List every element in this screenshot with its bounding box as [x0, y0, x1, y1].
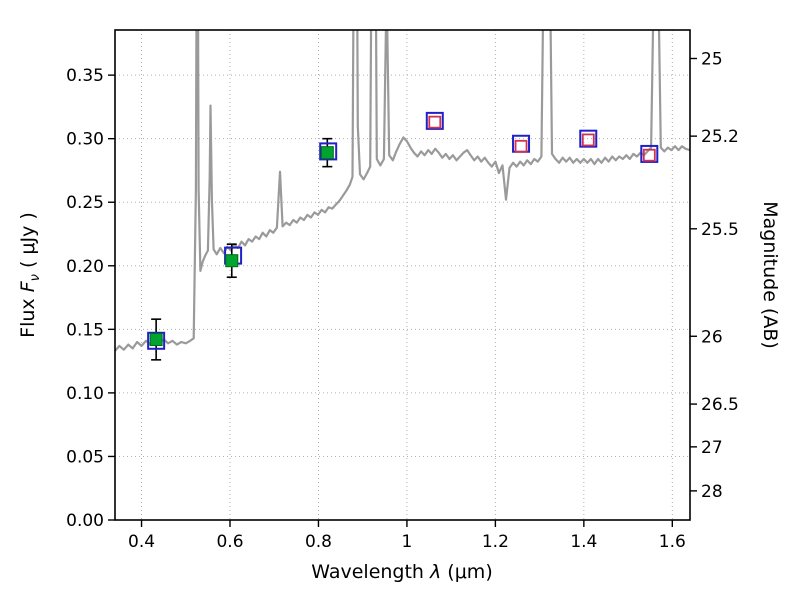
y-left-tick-label: 0.35: [66, 66, 104, 86]
y-axis-label-magnitude: Magnitude (AB): [759, 201, 781, 349]
y-left-tick-label: 0.15: [66, 320, 104, 340]
flux-subscript: ν: [27, 274, 43, 282]
y-left-tick-label: 0.10: [66, 384, 104, 404]
spectrum-line: [115, 30, 690, 352]
y-right-tick-label: 25.2: [701, 127, 739, 147]
y-right-tick-label: 27: [701, 438, 723, 458]
y-right-tick-label: 25: [701, 50, 723, 70]
plot-frame: [114, 29, 691, 521]
x-tick-label: 1: [402, 532, 413, 552]
y-left-tick-label: 0.30: [66, 130, 104, 150]
y-right-tick-label: 28: [701, 482, 723, 502]
x-tick-label: 0.4: [128, 532, 155, 552]
magnitude-label: Magnitude (AB): [759, 201, 781, 349]
x-tick-label: 0.6: [216, 532, 243, 552]
x-tick-label: 1.6: [659, 532, 686, 552]
x-tick-label: 1.4: [570, 532, 597, 552]
y-right-tick-label: 26.5: [701, 395, 739, 415]
y-left-tick-label: 0.05: [66, 447, 104, 467]
x-tick-label: 0.8: [305, 532, 332, 552]
y-left-tick-label: 0.20: [66, 257, 104, 277]
x-axis-label-wavelength: Wavelength λ (μm): [311, 561, 492, 583]
observed-photometry-green: [149, 146, 334, 347]
model-photometry-blue: [147, 111, 659, 350]
tick-marks: [108, 57, 697, 527]
flux-symbol: F: [17, 281, 40, 293]
y-axis-label-flux: Flux Fν ( μJy ): [17, 212, 43, 338]
model-photometry-red: [428, 115, 656, 162]
y-left-tick-label: 0.00: [66, 511, 104, 531]
gridlines: [115, 30, 690, 521]
y-left-tick-label: 0.25: [66, 193, 104, 213]
y-right-tick-label: 25.5: [701, 220, 739, 240]
y-right-tick-label: 26: [701, 327, 723, 347]
wavelength-label-prefix: Wavelength: [311, 561, 431, 583]
tick-labels: 0.4 0.6 0.8 1 1.2 1.4 1.6 0.00 0.05 0.10 0.15 0.20 0…: [66, 50, 739, 552]
flux-label-prefix: Flux: [17, 292, 40, 338]
lambda-symbol: λ: [430, 561, 442, 583]
flux-units: ( μJy ): [17, 212, 40, 275]
x-tick-label: 1.2: [482, 532, 509, 552]
wavelength-units: (μm): [441, 561, 493, 583]
